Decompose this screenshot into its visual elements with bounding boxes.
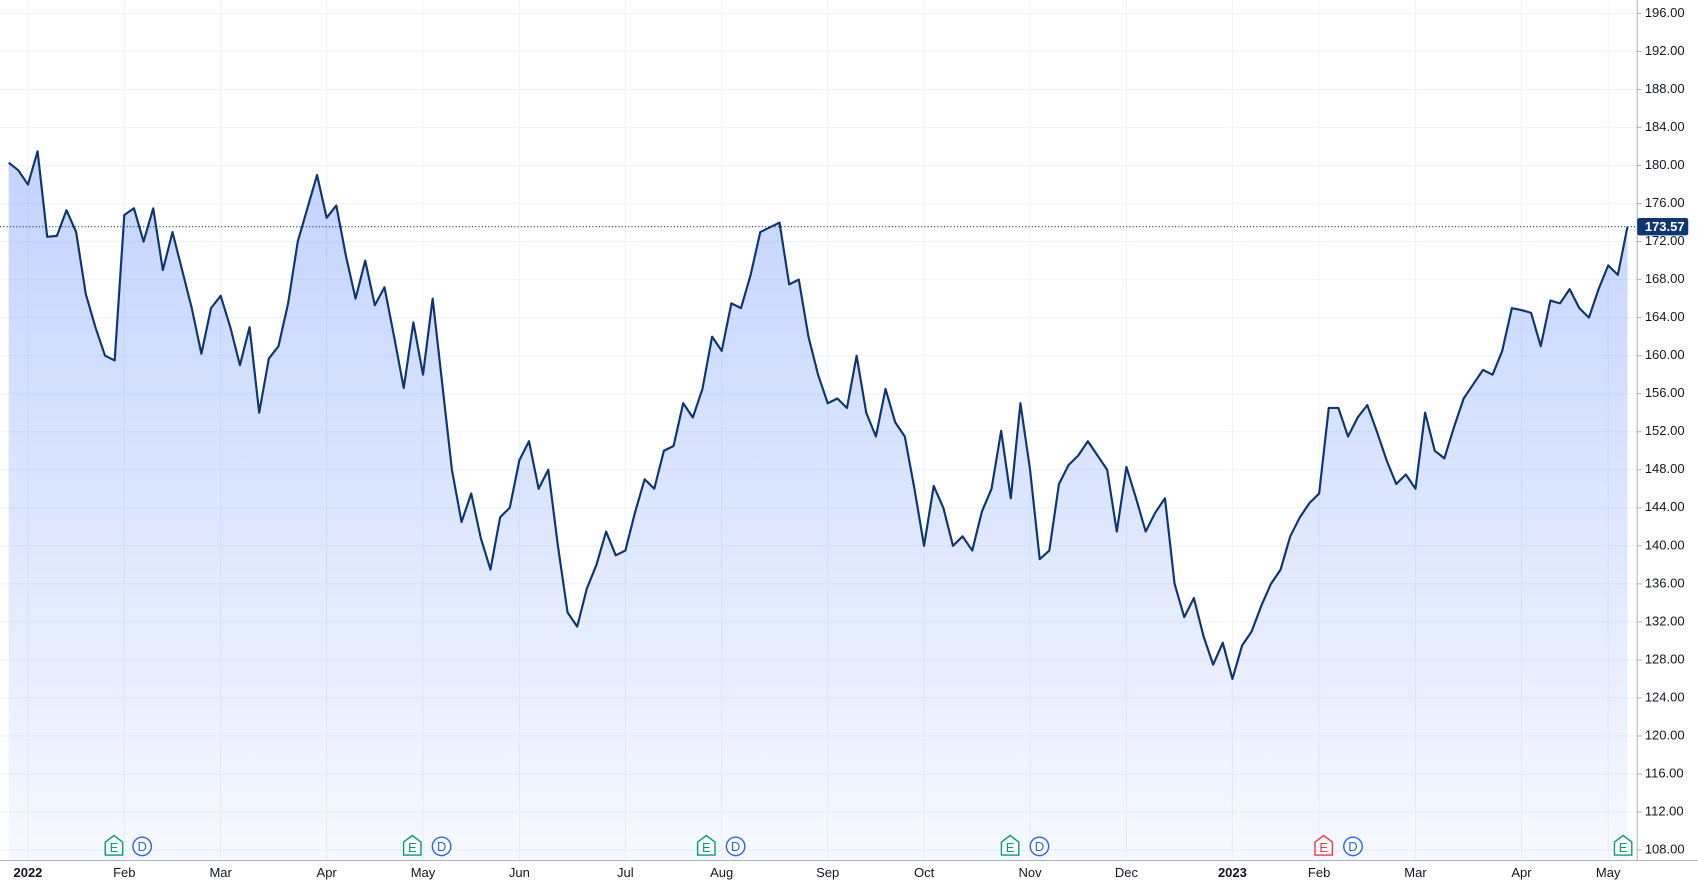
- y-tick-label: 160.00: [1645, 347, 1685, 362]
- y-tick-label: 136.00: [1645, 575, 1685, 590]
- dividend-label: D: [437, 839, 446, 854]
- y-tick-label: 112.00: [1645, 803, 1684, 818]
- dividend-badge[interactable]: [1029, 836, 1050, 857]
- y-tick-label: 156.00: [1645, 385, 1685, 400]
- dividend-label: D: [137, 839, 146, 854]
- y-tick-label: 196.00: [1645, 5, 1685, 20]
- y-tick-label: 188.00: [1645, 81, 1685, 96]
- earnings-badge[interactable]: [402, 834, 422, 856]
- y-tick-label: 152.00: [1645, 423, 1685, 438]
- y-tick-label: 140.00: [1645, 537, 1685, 552]
- y-tick-label: 176.00: [1645, 195, 1685, 210]
- plot: [0, 150, 1638, 861]
- earnings-label: E: [110, 840, 119, 855]
- x-tick-label: Nov: [1019, 865, 1043, 880]
- dividend-label: D: [1348, 839, 1357, 854]
- y-tick-label: 168.00: [1645, 271, 1685, 286]
- x-tick-label: Mar: [209, 865, 232, 880]
- dividend-badge[interactable]: [132, 836, 153, 857]
- last-price-label: 173.57: [1645, 219, 1685, 234]
- earnings-badge[interactable]: [104, 834, 124, 856]
- y-tick-label: 172.00: [1645, 233, 1685, 248]
- y-tick-label: 180.00: [1645, 157, 1685, 172]
- x-tick-label: May: [411, 865, 436, 880]
- x-tick-label: Apr: [317, 865, 338, 880]
- y-tick-label: 164.00: [1645, 309, 1685, 324]
- y-tick-label: 116.00: [1645, 765, 1684, 780]
- x-tick-label: Feb: [113, 865, 135, 880]
- price-line: [8, 150, 1629, 681]
- x-tick-label: Dec: [1115, 865, 1139, 880]
- y-tick-label: 124.00: [1645, 689, 1685, 704]
- earnings-label: E: [1006, 840, 1015, 855]
- y-tick-label: 148.00: [1645, 461, 1685, 476]
- x-tick-label: 2022: [13, 865, 42, 880]
- x-tick-label: Jun: [509, 865, 530, 880]
- last-price-badge: [1637, 217, 1689, 236]
- y-tick-label: 128.00: [1645, 651, 1685, 666]
- earnings-label: E: [408, 840, 417, 855]
- y-tick-label: 132.00: [1645, 613, 1685, 628]
- y-tick-label: 120.00: [1645, 727, 1685, 742]
- x-tick-label: Mar: [1404, 865, 1427, 880]
- area-fill: [8, 151, 1628, 861]
- dividend-badge[interactable]: [725, 836, 746, 857]
- dividend-badge[interactable]: [431, 836, 452, 857]
- earnings-badge[interactable]: [1613, 834, 1633, 856]
- x-tick-label: Apr: [1511, 865, 1532, 880]
- x-tick-label: Sep: [816, 865, 839, 880]
- dividend-badge[interactable]: [1343, 836, 1363, 857]
- dividend-label: D: [1035, 839, 1044, 854]
- dividend-label: D: [731, 839, 740, 854]
- y-tick-label: 184.00: [1645, 119, 1685, 134]
- x-tick-label: Aug: [710, 865, 733, 880]
- earnings-badge[interactable]: [1000, 834, 1020, 856]
- x-tick-label: May: [1596, 865, 1621, 880]
- x-tick-label: 2023: [1218, 865, 1247, 880]
- y-tick-label: 144.00: [1645, 499, 1685, 514]
- y-tick-label: 108.00: [1645, 841, 1685, 856]
- x-tick-label: Oct: [914, 865, 935, 880]
- earnings-label: E: [1319, 840, 1328, 855]
- earnings-badge[interactable]: [696, 834, 716, 856]
- earnings-label: E: [1619, 840, 1628, 855]
- y-tick-label: 192.00: [1645, 43, 1685, 58]
- earnings-label: E: [702, 840, 711, 855]
- earnings-badge[interactable]: [1314, 834, 1334, 856]
- x-tick-label: Jul: [617, 865, 634, 880]
- axes: 108.00 112.00 116.00 120.00 124.00 128.00 132.…: [13, 5, 1689, 880]
- x-tick-label: Feb: [1308, 865, 1330, 880]
